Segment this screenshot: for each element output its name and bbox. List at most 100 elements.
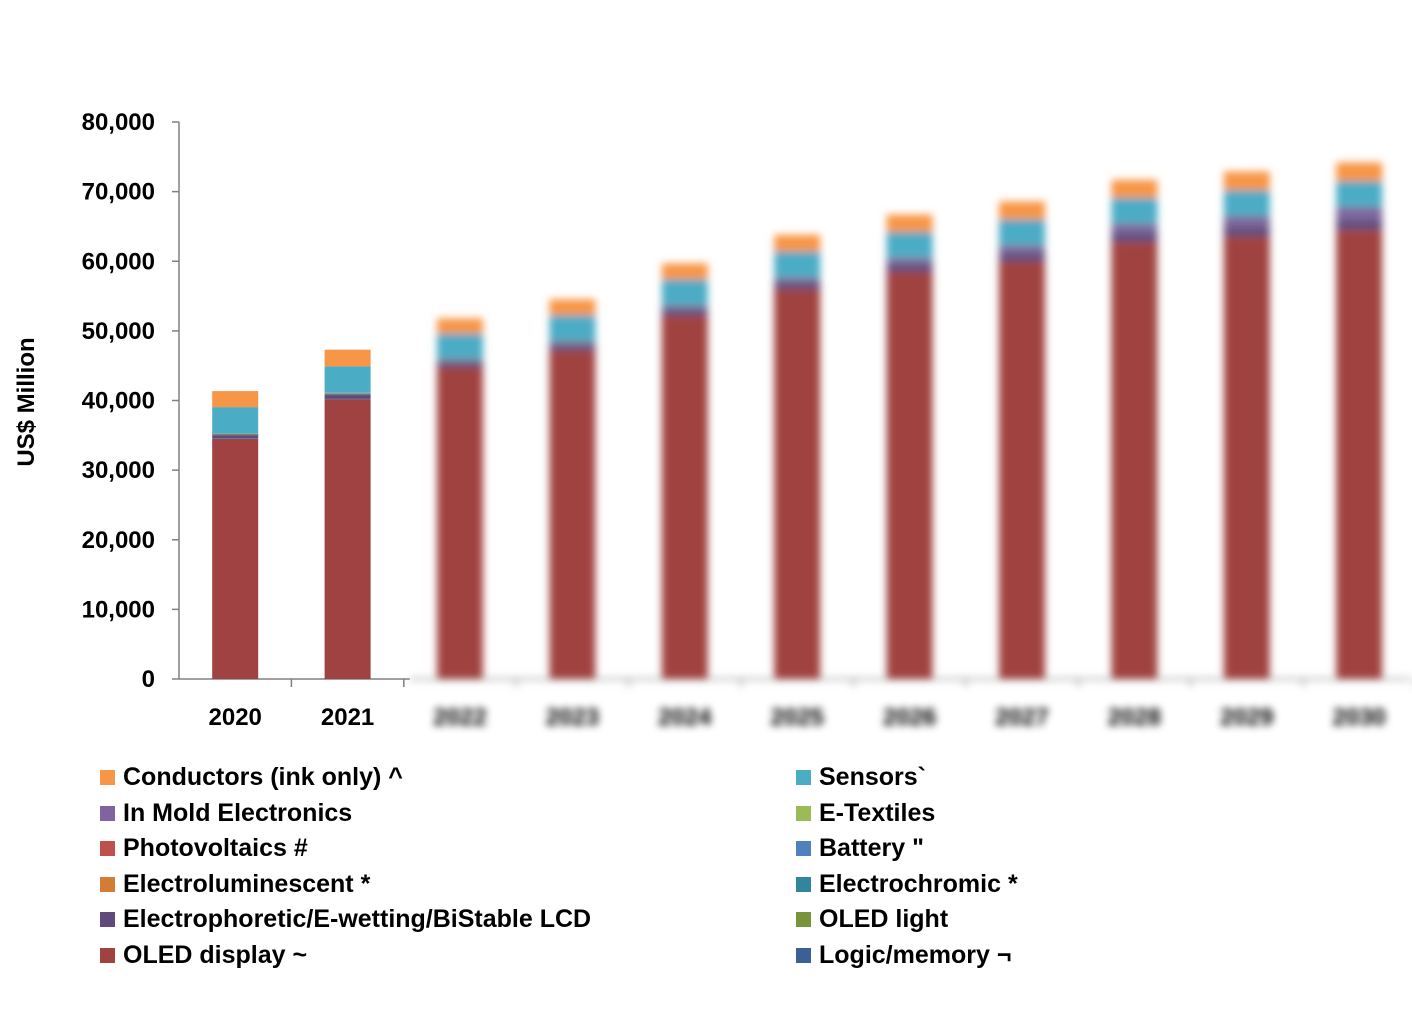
bar-segment bbox=[886, 214, 933, 233]
y-tick-label: 50,000 bbox=[82, 318, 155, 345]
bar-segment bbox=[774, 281, 821, 283]
bar-segment bbox=[212, 435, 259, 439]
legend-item: Conductors (ink only) ^ bbox=[100, 760, 591, 796]
legend-label: Logic/memory ¬ bbox=[819, 940, 1012, 969]
bar-segment bbox=[549, 315, 596, 341]
legend-swatch bbox=[100, 876, 115, 892]
bar-segment bbox=[774, 234, 821, 252]
bar-segment bbox=[437, 362, 483, 367]
bar-segment bbox=[999, 201, 1045, 220]
bar-segment bbox=[212, 407, 259, 434]
bar-segment bbox=[549, 350, 596, 679]
y-axis-label: US$ Million bbox=[13, 337, 40, 466]
legend-item: Electrochromic * bbox=[796, 867, 1018, 903]
legend-item: Logic/memory ¬ bbox=[796, 938, 1018, 974]
y-tick-label: 40,000 bbox=[82, 388, 155, 415]
y-tick-label: 30,000 bbox=[82, 457, 155, 484]
legend-swatch bbox=[796, 876, 811, 892]
bar-segment bbox=[1336, 162, 1383, 182]
bar-segment bbox=[886, 257, 933, 259]
bar-segment bbox=[661, 308, 708, 310]
legend-label: In Mold Electronics bbox=[123, 798, 353, 827]
bar-segment bbox=[437, 358, 483, 360]
legend-swatch bbox=[100, 947, 115, 963]
bar-segment bbox=[324, 393, 371, 394]
bar-segment bbox=[661, 315, 708, 679]
bar-segment bbox=[886, 258, 933, 264]
bar-segment bbox=[886, 271, 933, 679]
legend-swatch bbox=[100, 841, 115, 857]
bar-segment bbox=[999, 245, 1045, 253]
bar-segment bbox=[437, 333, 483, 359]
bar-segment bbox=[886, 232, 933, 258]
bar-segment bbox=[1336, 206, 1383, 208]
bar-segment bbox=[324, 392, 371, 394]
bar-segment bbox=[212, 391, 259, 408]
bar-segment bbox=[212, 434, 259, 435]
bar-segment bbox=[661, 305, 708, 309]
bar-segment bbox=[212, 433, 259, 435]
bar-segment bbox=[1223, 216, 1270, 227]
bar-segment bbox=[212, 438, 259, 439]
bar-segment bbox=[549, 345, 596, 350]
legend-label: Electroluminescent * bbox=[123, 869, 371, 898]
legend-swatch bbox=[100, 770, 115, 786]
legend-item: Electrophoretic/E-wetting/BiStable LCD bbox=[100, 902, 591, 938]
bar-segment bbox=[324, 398, 371, 400]
bar-segment bbox=[1223, 226, 1270, 227]
legend-label: Electrophoretic/E-wetting/BiStable LCD bbox=[123, 905, 592, 934]
legend-right-column: Sensors` E-Textiles Battery " Electrochromi… bbox=[796, 760, 1018, 973]
bar-segment bbox=[886, 270, 933, 272]
bar-segment bbox=[999, 260, 1045, 262]
legend-swatch bbox=[796, 770, 811, 786]
bar-segment bbox=[324, 399, 371, 679]
bar-segment bbox=[1111, 241, 1158, 242]
chart-sharp-region: 0 10,000 20,000 30,000 40,000 50,000 60,000 70,… bbox=[82, 109, 410, 731]
legend-label: OLED display ~ bbox=[123, 940, 308, 969]
legend-item: Photovoltaics # bbox=[100, 831, 591, 867]
x-tick-label: 2027 bbox=[995, 704, 1048, 731]
stacked-bar-chart: US$ Million 0 10,000 20,000 30,000 40,000 50,… bbox=[13, 109, 1410, 731]
bar-segment bbox=[437, 318, 483, 334]
bar-segment bbox=[212, 438, 259, 679]
bar-segment bbox=[1223, 227, 1270, 236]
y-tick-label: 70,000 bbox=[82, 179, 155, 206]
legend-label: Battery " bbox=[819, 834, 924, 863]
bar-segment bbox=[999, 252, 1045, 254]
legend-item: Battery " bbox=[796, 831, 1018, 867]
legend-label: Conductors (ink only) ^ bbox=[123, 763, 403, 792]
bar-segment bbox=[437, 367, 483, 679]
x-tick-label: 2029 bbox=[1220, 704, 1273, 731]
bar-segment bbox=[549, 341, 596, 345]
legend-item: In Mold Electronics bbox=[100, 796, 591, 832]
legend-label: OLED light bbox=[819, 905, 949, 934]
bar-segment bbox=[549, 340, 596, 342]
bar-segment bbox=[774, 277, 821, 282]
bar-segment bbox=[324, 349, 371, 367]
x-tick-label: 2028 bbox=[1108, 704, 1161, 731]
legend-item: OLED light bbox=[796, 902, 1018, 938]
bar-segment bbox=[661, 305, 708, 306]
bar-segment bbox=[1336, 229, 1383, 230]
bar-segment bbox=[886, 263, 933, 265]
bar-segment bbox=[1111, 241, 1158, 679]
y-tick-label: 80,000 bbox=[82, 109, 155, 136]
bar-segment bbox=[549, 299, 596, 316]
legend-item: E-Textiles bbox=[796, 796, 1018, 832]
bar-segment bbox=[999, 253, 1045, 261]
x-tick-label: 2022 bbox=[433, 704, 486, 731]
x-tick-label: 2030 bbox=[1333, 704, 1386, 731]
legend-left-column: Conductors (ink only) ^ In Mold Electroni… bbox=[100, 760, 591, 973]
x-tick-label: 2024 bbox=[658, 704, 712, 731]
bar-segment bbox=[999, 245, 1045, 246]
legend-item: Sensors` bbox=[796, 760, 1018, 796]
x-tick-label: 2020 bbox=[209, 704, 262, 731]
bar-segment bbox=[774, 288, 821, 290]
legend-label: E-Textiles bbox=[819, 798, 936, 827]
bar-segment bbox=[1223, 235, 1270, 237]
chart-blurred-region: 2022 2023 2024 2025 2026 2027 2028 2029 2030 bbox=[409, 162, 1410, 731]
legend-swatch bbox=[100, 805, 115, 821]
chart-area: US$ Million 0 10,000 20,000 30,000 40,000 50,… bbox=[13, 109, 1410, 731]
legend-swatch bbox=[796, 912, 811, 928]
bar-segment bbox=[324, 394, 371, 399]
